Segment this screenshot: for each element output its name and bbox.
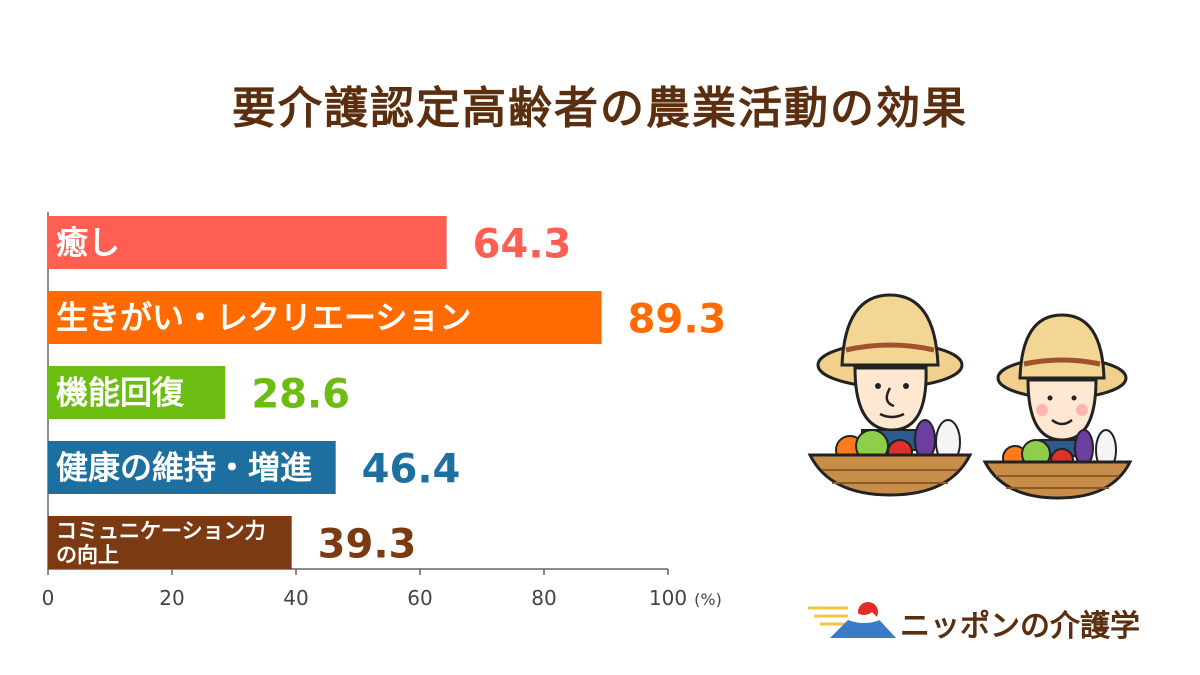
farmers-illustration (807, 293, 1133, 500)
bar-category-label: 癒し (56, 224, 120, 262)
x-tick-label: 20 (159, 586, 184, 610)
logo-mark: ニッポンの介護学 (808, 602, 1140, 644)
bar (48, 366, 226, 419)
brand-logo: ニッポンの介護学 (808, 598, 1168, 650)
bar-value-label: 39.3 (318, 522, 417, 568)
bar-value-label: 46.4 (362, 447, 461, 493)
bar-category-label: の向上 (56, 543, 119, 567)
bar (48, 441, 336, 494)
x-tick-label: 80 (531, 586, 556, 610)
bar-category-label: コミュニケーション力 (56, 519, 266, 543)
x-tick-label: 0 (42, 586, 55, 610)
bar (48, 291, 602, 344)
vegetable-basket-left (807, 419, 973, 497)
logo-text: ニッポンの介護学 (900, 609, 1140, 644)
bar-value-label: 89.3 (628, 297, 727, 343)
bar-category-label: 生きがい・レクリエーション (56, 299, 471, 337)
x-unit-label: (%) (694, 590, 722, 609)
vegetable-basket-right (982, 429, 1133, 500)
bar (48, 216, 447, 269)
x-tick-label: 100 (649, 586, 687, 610)
bar-category-label: 機能回復 (56, 374, 185, 412)
bar (48, 516, 292, 569)
bar-value-label: 64.3 (473, 222, 572, 268)
chart-title: 要介護認定高齢者の農業活動の効果 (232, 83, 968, 134)
x-tick-label: 60 (407, 586, 432, 610)
bar-category-label: 健康の維持・増進 (56, 449, 312, 487)
bar-value-label: 28.6 (251, 372, 350, 418)
x-tick-label: 40 (283, 586, 308, 610)
